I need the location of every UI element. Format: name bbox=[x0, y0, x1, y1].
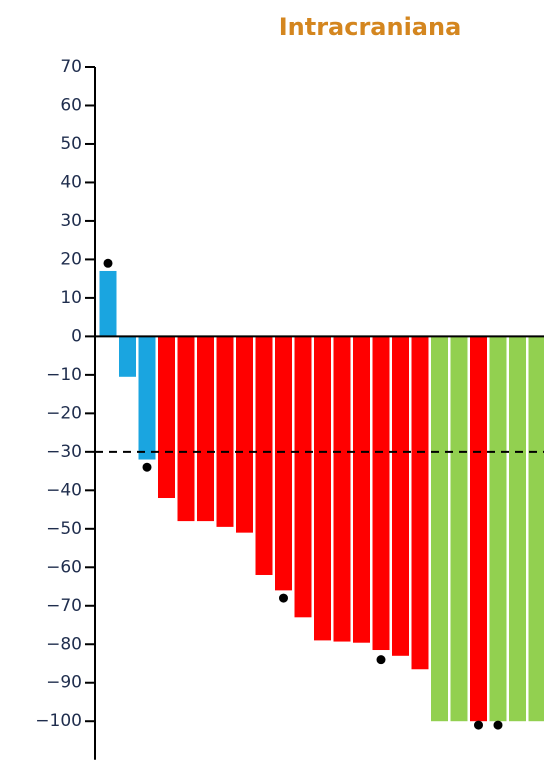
bar bbox=[236, 336, 253, 533]
y-tick-label: 30 bbox=[60, 211, 82, 231]
y-tick-label: −20 bbox=[46, 403, 82, 423]
y-tick-label: 70 bbox=[60, 57, 82, 77]
bar bbox=[158, 336, 175, 499]
bar bbox=[431, 336, 448, 722]
y-tick-label: 10 bbox=[60, 288, 82, 308]
bar bbox=[314, 336, 331, 641]
y-tick-label: −80 bbox=[46, 634, 82, 654]
marker bbox=[279, 593, 288, 603]
y-tick-label: −100 bbox=[35, 711, 82, 731]
bar bbox=[392, 336, 409, 656]
marker bbox=[474, 720, 483, 730]
bar bbox=[294, 336, 312, 618]
bar bbox=[119, 336, 136, 377]
bar bbox=[509, 336, 526, 722]
bar bbox=[411, 336, 429, 670]
bar bbox=[197, 336, 214, 522]
bar bbox=[255, 336, 273, 575]
bar bbox=[489, 336, 507, 722]
marker bbox=[493, 720, 503, 730]
y-tick-label: 50 bbox=[60, 134, 82, 154]
bar bbox=[470, 336, 487, 722]
y-tick-label: −30 bbox=[46, 442, 82, 462]
y-tick-label: −50 bbox=[46, 519, 82, 539]
y-tick-label: −90 bbox=[46, 673, 82, 693]
bar bbox=[528, 336, 544, 722]
bar bbox=[372, 336, 390, 651]
y-tick-label: 40 bbox=[60, 172, 82, 192]
bar bbox=[333, 336, 351, 642]
bar bbox=[216, 336, 234, 527]
y-tick-label: 20 bbox=[60, 249, 82, 269]
marker bbox=[103, 258, 113, 268]
y-tick-label: 60 bbox=[60, 95, 82, 115]
marker bbox=[376, 655, 386, 665]
bar bbox=[275, 336, 292, 591]
chart-title: Intracraniana bbox=[279, 13, 462, 41]
y-tick-label: 0 bbox=[71, 326, 82, 346]
bar bbox=[99, 270, 117, 337]
marker bbox=[142, 462, 152, 472]
bar bbox=[138, 336, 156, 460]
y-tick-label: −60 bbox=[46, 557, 82, 577]
y-tick-label: −70 bbox=[46, 596, 82, 616]
bar bbox=[353, 336, 370, 643]
y-tick-label: −10 bbox=[46, 365, 82, 385]
y-tick-label: −40 bbox=[46, 480, 82, 500]
bar bbox=[450, 336, 468, 722]
bar bbox=[177, 336, 195, 522]
